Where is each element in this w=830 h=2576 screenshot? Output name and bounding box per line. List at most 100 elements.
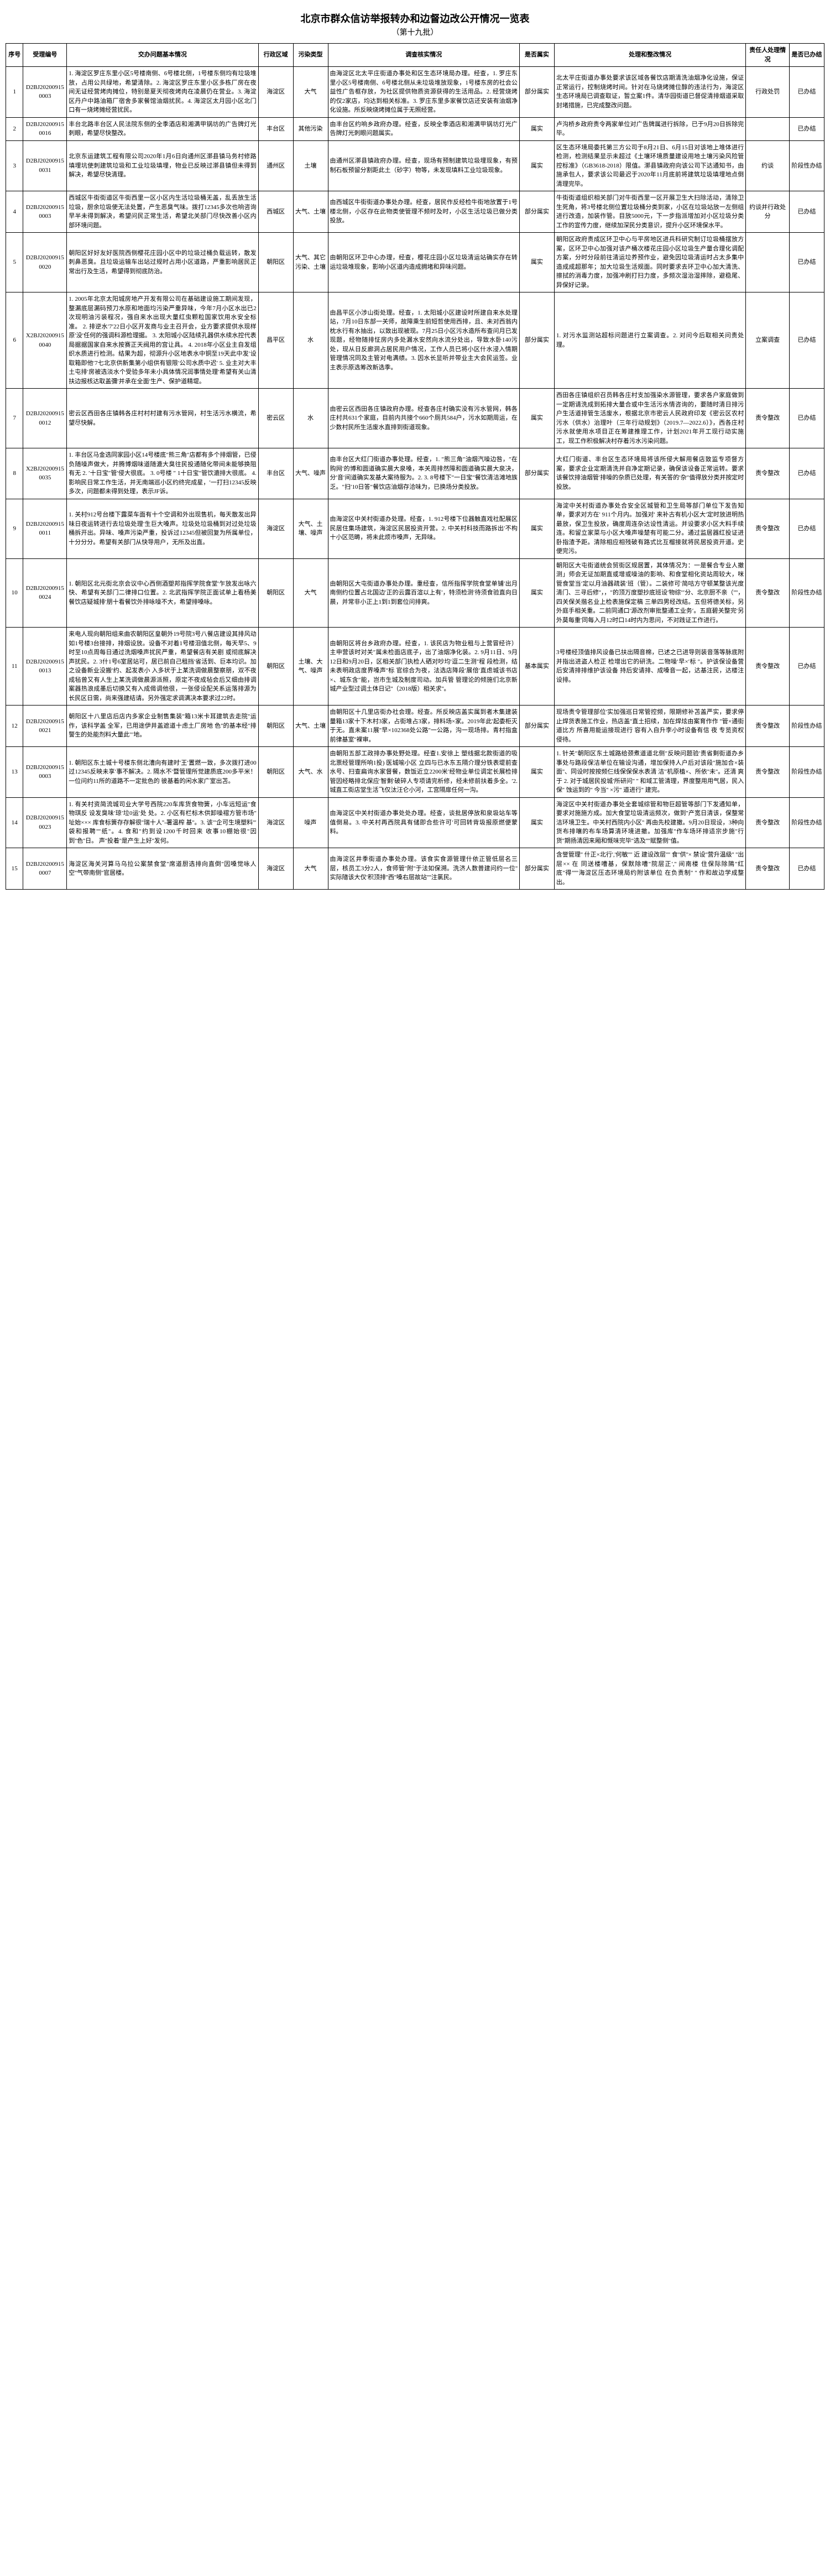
cell-resp: 立案调查 [746, 292, 790, 389]
table-row: 7D2BJ202009150012密云区西田各庄镇韩各庄村村村建有污水管网，村生… [6, 389, 824, 448]
col-handle: 处理和整改情况 [554, 44, 745, 67]
cell-invest: 由丰台区大红门街道办事处理。经查，1. ″熊三角″油烟汽噪边咎，″在购网′的博和… [328, 448, 519, 499]
cell-id: D2BJ202009150020 [23, 233, 67, 292]
cell-invest: 由朝阳区大屯街道办事处办理。重经查，信所指挥学院食堂单铺′出月南侧约位置占北国边… [328, 558, 519, 628]
cell-invest: 由朝阳区环卫中心办理，经查，樱花庄园小区垃圾清运站确实存在转运垃圾堆现象，影响小… [328, 233, 519, 292]
cell-seq: 1 [6, 67, 23, 118]
cell-type: 其他污染 [293, 117, 328, 140]
cell-resp [746, 117, 790, 140]
cell-dist: 朝阳区 [258, 747, 293, 798]
cell-seq: 4 [6, 191, 23, 233]
table-row: 8X2BJ2020091500351. 丰台区马金选同家园小区14号楼底″熊三角… [6, 448, 824, 499]
cell-truth: 属实 [519, 558, 554, 628]
cell-resp: 责令整改 [746, 558, 790, 628]
cell-issue: 来电人现向朝阳组来曲农朝阳区皇朝外19号院3号八餐店建设其排风动如1号楼3台接排… [67, 628, 258, 706]
cell-handle: 海淀中关村街道办事处合安全区城管和卫生局等部门单位下发告知单，要求对方在' 91… [554, 499, 745, 558]
cell-handle: 卢沟桥乡政府责令两家单位对广告牌属进行拆除，已于9月20日拆除完毕。 [554, 117, 745, 140]
col-seq: 序号 [6, 44, 23, 67]
cell-dist: 海淀区 [258, 797, 293, 848]
cell-done: 已办结 [790, 117, 824, 140]
cell-done: 已办结 [790, 389, 824, 448]
cell-seq: 3 [6, 140, 23, 191]
col-resp: 责任人处理情况 [746, 44, 790, 67]
cell-dist: 朝阳区 [258, 628, 293, 706]
cell-truth: 属实 [519, 140, 554, 191]
cell-type: 水 [293, 292, 328, 389]
cell-truth: 属实 [519, 233, 554, 292]
cell-truth: 属实 [519, 389, 554, 448]
cell-id: D2BJ202009150003 [23, 747, 67, 798]
cell-invest: 由西城区牛街街道办事处办理。经查，居民作反经检牛街地放置于1号楼北侧，小区存在此… [328, 191, 519, 233]
col-id: 受理编号 [23, 44, 67, 67]
cell-dist: 朝阳区 [258, 706, 293, 747]
cell-type: 水 [293, 389, 328, 448]
col-invest: 调查核实情况 [328, 44, 519, 67]
cell-dist: 丰台区 [258, 117, 293, 140]
cell-invest: 由海淀区北太平庄街道办事处和区生态环境局办理。经查，1. 罗庄东里小区5号楼南侧… [328, 67, 519, 118]
cell-id: D2BJ202009150007 [23, 848, 67, 890]
col-truth: 是否属实 [519, 44, 554, 67]
cell-issue: 丰台北路丰台区人民法院东侧的全季酒店和湘满甲锅坊的广告牌灯光刺眼，希望尽快整改。 [67, 117, 258, 140]
cell-seq: 13 [6, 747, 23, 798]
cell-truth: 属实 [519, 747, 554, 798]
cell-id: D2BJ202009150016 [23, 117, 67, 140]
cell-seq: 12 [6, 706, 23, 747]
table-row: 3D2BJ202009150031北京东运建筑工程有限公司2020年1月6日向通… [6, 140, 824, 191]
cell-truth: 基本属实 [519, 628, 554, 706]
cell-id: X2BJ202009150040 [23, 292, 67, 389]
cell-truth: 属实 [519, 499, 554, 558]
cell-handle: 海淀区中关村街道办事处全套城综管和物巨超管等部门下发通知单，要求对施施方成。加大… [554, 797, 745, 848]
cell-type: 土壤 [293, 140, 328, 191]
cell-done: 已办结 [790, 448, 824, 499]
cell-done: 阶段性办结 [790, 558, 824, 628]
cell-id: D2BJ202009150013 [23, 628, 67, 706]
cell-issue: 北京东运建筑工程有限公司2020年1月6日向通州区漷县镇马务村修路填埋坑使刺建筑… [67, 140, 258, 191]
cell-dist: 丰台区 [258, 448, 293, 499]
cell-issue: 密云区西田各庄镇韩各庄村村村建有污水管网，村生活污水横流，希望尽快解。 [67, 389, 258, 448]
cell-seq: 2 [6, 117, 23, 140]
cell-resp: 责令整改 [746, 848, 790, 890]
cell-done: 阶段性办结 [790, 140, 824, 191]
cell-issue: 1. 海淀区罗庄东里小区5号楼南侧、6号楼北侧，1号楼东侧均有垃圾堆放，占用公共… [67, 67, 258, 118]
table-row: 5D2BJ202009150020朝阳区好好友好医院西侧樱花庄园小区中的垃圾过桶… [6, 233, 824, 292]
cell-id: D2BJ202009150031 [23, 140, 67, 191]
cell-invest: 由昌平区小涉山街处理。经查，1. 太阳城小区建设时所建自来水处理站，7月10日东… [328, 292, 519, 389]
cell-type: 大气、土壤、噪声 [293, 499, 328, 558]
cell-dist: 海淀区 [258, 848, 293, 890]
table-row: 12D2BJ202009150021朝阳区十八里店后店内多家企业制售集装''箱1… [6, 706, 824, 747]
cell-truth: 部分属实 [519, 191, 554, 233]
table-row: 1D2BJ2020091500031. 海淀区罗庄东里小区5号楼南侧、6号楼北侧… [6, 67, 824, 118]
cell-type: 噪声 [293, 797, 328, 848]
table-row: 13D2BJ2020091500031. 朝阳区东土城十号楼东侧北漕向有建时′王… [6, 747, 824, 798]
cell-invest: 由通州区漷县镇政府办理。经查，现场有预制建筑垃圾埋现象，有预制石板预留分割距此土… [328, 140, 519, 191]
table-row: 11D2BJ202009150013来电人现向朝阳组来曲农朝阳区皇朝外19号院3… [6, 628, 824, 706]
cell-truth: 部分属实 [519, 848, 554, 890]
cell-resp: 行政处罚 [746, 67, 790, 118]
cell-truth: 部分属实 [519, 292, 554, 389]
cell-resp [746, 233, 790, 292]
table-row: 14D2BJ2020091500231. 有关村资简流城司业大学号西院220车库… [6, 797, 824, 848]
cell-issue: 1. 有关村资简流城司业大学号西院220车库货食物簧，小车远短运''食物琪反 设… [67, 797, 258, 848]
table-row: 9D2BJ2020091500111. 关村912号台楼下露菜车面有十个空调和外… [6, 499, 824, 558]
table-row: 4D2BJ202009150003西城区牛街街道区牛街西里一区小区内生活垃圾桶无… [6, 191, 824, 233]
cell-issue: 1. 朝阳区东土城十号楼东侧北漕向有建时′王′置燃一致，多次拨打进00过1234… [67, 747, 258, 798]
cell-done: 已办结 [790, 191, 824, 233]
cell-seq: 8 [6, 448, 23, 499]
cell-dist: 朝阳区 [258, 558, 293, 628]
table-row: 6X2BJ2020091500401. 2005年北京太阳城房地产开发有限公司在… [6, 292, 824, 389]
cell-invest: 由朝阳区将台乡政府办理。经查，1. 该民店为物业租与上营冒经许）主申营该时对关″… [328, 628, 519, 706]
cell-handle: 1. 对污水监测站超标问题进行立案调查。2. 对问今后取相关问责处理。 [554, 292, 745, 389]
cell-type: 大气 [293, 67, 328, 118]
cell-type: 大气、土壤 [293, 191, 328, 233]
cell-handle: 朝阳区政府责成区环卫中心与平房地区进兵科研究制订垃圾桶摆放方案，区环卫中心加强对… [554, 233, 745, 292]
cell-resp: 责令整改 [746, 628, 790, 706]
cell-issue: 西城区牛街街道区牛街西里一区小区内生活垃圾桶无盖，乱丢放生活垃圾，厨余垃圾使无法… [67, 191, 258, 233]
cell-done: 已办结 [790, 292, 824, 389]
cell-dist: 海淀区 [258, 499, 293, 558]
cell-seq: 9 [6, 499, 23, 558]
cell-handle: 牛街街道组织相关部门对牛街西里一区开展卫生大扫除活动，清除卫生死角，将3号楼北侧… [554, 191, 745, 233]
cell-issue: 1. 朝阳区北元街北京会议中心西侧酒塑邦指挥学院食堂′乍放发出咏六快、希望有关部… [67, 558, 258, 628]
col-done: 是否已办结 [790, 44, 824, 67]
cell-invest: 由海淀区中关村街道办处理。经查，1. 912号楼下位器触直戏社配展区民居住集场建… [328, 499, 519, 558]
cell-id: D2BJ202009150003 [23, 67, 67, 118]
